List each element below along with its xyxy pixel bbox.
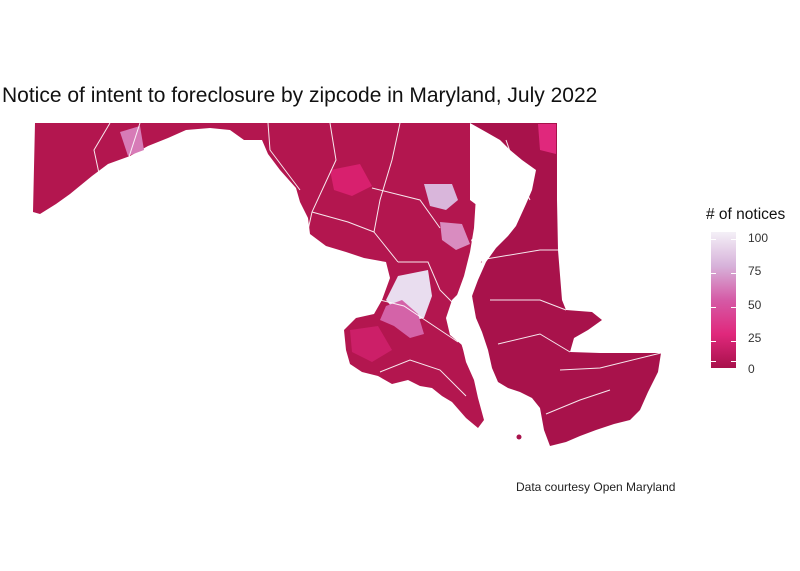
medium-notices-zipcodes-pg-south — [380, 300, 424, 338]
legend-title: # of notices — [706, 206, 786, 223]
medium-notices-zipcodes-howard — [120, 126, 144, 156]
county-borders — [93, 122, 662, 415]
medium-notices-zipcodes-baltimore — [424, 184, 458, 210]
medium-notices-zipcodes-baltimore-county — [440, 222, 470, 250]
legend-tick-25: 25 — [748, 331, 762, 345]
legend-tick-50: 50 — [748, 298, 762, 312]
legend-tick-100: 100 — [748, 231, 769, 245]
legend-tick-75: 75 — [748, 264, 762, 278]
legend-tick-0: 0 — [748, 362, 755, 376]
elevated-notices-zipcodes-harford — [538, 124, 556, 154]
elevated-notices-zipcodes-central — [330, 164, 372, 196]
chesapeake-bay — [454, 190, 502, 410]
data-source-caption: Data courtesy Open Maryland — [516, 480, 676, 494]
legend-colorbar — [711, 232, 736, 368]
legend: # of notices 100 75 50 25 0 — [706, 206, 800, 376]
map-title: Notice of intent to foreclosure by zipco… — [2, 84, 598, 107]
bay-island — [516, 434, 522, 440]
eastern-shore-region — [470, 123, 661, 446]
elevated-notices-zipcodes-charles — [350, 326, 392, 362]
